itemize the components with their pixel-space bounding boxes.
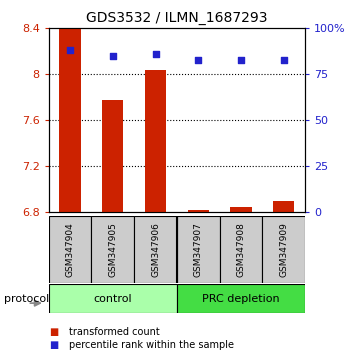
Text: percentile rank within the sample: percentile rank within the sample [69,340,234,350]
Text: control: control [93,294,132,304]
Text: ■: ■ [49,340,58,350]
Point [110,53,116,59]
Bar [60,28,81,212]
Text: GSM347906: GSM347906 [151,222,160,277]
Bar [145,70,166,212]
Point [195,57,201,62]
Text: GSM347909: GSM347909 [279,222,288,277]
Bar [177,216,219,283]
Text: GSM347907: GSM347907 [194,222,203,277]
Text: GSM347904: GSM347904 [66,222,75,277]
Text: transformed count: transformed count [69,327,159,337]
Text: ■: ■ [49,327,58,337]
Text: protocol: protocol [4,294,49,304]
Bar [273,201,294,212]
Bar [91,216,134,283]
Bar [49,284,177,313]
Bar [102,100,123,212]
Bar [219,216,262,283]
Bar [262,216,305,283]
Bar [177,284,305,313]
Text: PRC depletion: PRC depletion [202,294,280,304]
Point [153,51,158,57]
Text: GSM347908: GSM347908 [236,222,245,277]
Point [67,47,73,53]
Bar [134,216,177,283]
Point [281,57,287,62]
Bar [49,216,91,283]
Bar [188,210,209,212]
Bar [230,207,252,212]
Point [238,57,244,62]
Text: GSM347905: GSM347905 [108,222,117,277]
Title: GDS3532 / ILMN_1687293: GDS3532 / ILMN_1687293 [86,11,268,24]
